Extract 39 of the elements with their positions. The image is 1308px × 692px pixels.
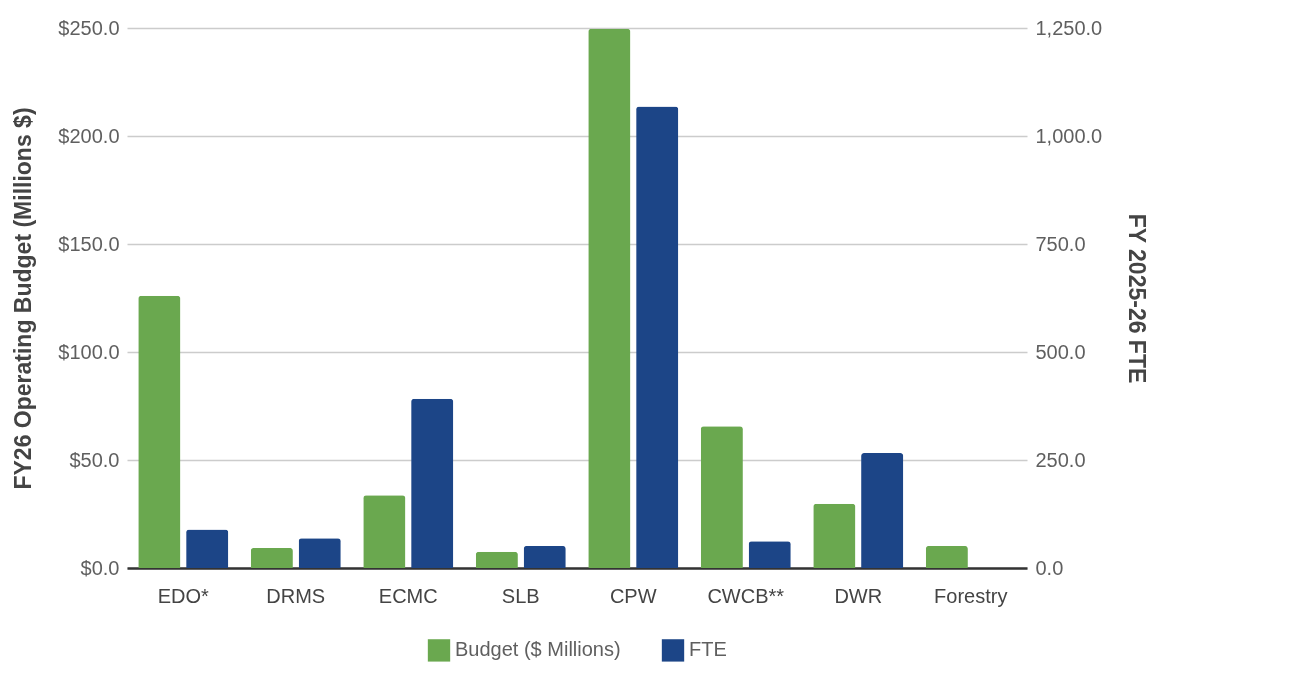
y2-tick-label: 1,000.0 xyxy=(1035,124,1103,147)
x-tick-label: CPW xyxy=(609,584,657,607)
bar xyxy=(861,453,904,568)
bar xyxy=(748,541,791,568)
bar xyxy=(813,503,856,568)
legend-label: Budget ($ Millions) xyxy=(455,638,621,661)
y2-tick-label: 500.0 xyxy=(1035,340,1086,363)
bar xyxy=(250,547,293,568)
y2-axis-title: FY 2025-26 FTE xyxy=(1124,213,1151,384)
bar xyxy=(186,529,229,568)
bar xyxy=(475,551,518,568)
y2-tick-label: 1,250.0 xyxy=(1035,16,1103,39)
y-tick-label: $150.0 xyxy=(58,232,120,255)
x-tick-label: DWR xyxy=(834,584,883,607)
bar xyxy=(138,295,181,568)
x-tick-label: ECMC xyxy=(378,584,438,607)
y2-tick-label: 0.0 xyxy=(1035,556,1064,579)
y-tick-label: $250.0 xyxy=(58,16,120,39)
bar xyxy=(298,538,341,568)
y-tick-label: $0.0 xyxy=(80,556,120,579)
x-tick-label: SLB xyxy=(501,584,540,607)
bar xyxy=(523,545,566,568)
bar xyxy=(363,495,406,568)
y-axis-title: FY26 Operating Budget (Millions $) xyxy=(10,107,37,490)
y-tick-label: $50.0 xyxy=(69,448,120,471)
x-tick-label: EDO* xyxy=(157,584,210,607)
bar xyxy=(636,106,679,568)
bar xyxy=(700,426,743,568)
y-tick-label: $200.0 xyxy=(58,124,120,147)
y2-tick-label: 250.0 xyxy=(1035,448,1086,471)
bar xyxy=(411,398,454,568)
x-tick-label: DRMS xyxy=(266,584,326,607)
bar xyxy=(588,28,631,568)
y2-tick-label: 750.0 xyxy=(1035,232,1086,255)
y-tick-label: $100.0 xyxy=(58,340,120,363)
legend-label: FTE xyxy=(689,638,727,661)
bar xyxy=(925,545,968,568)
x-tick-label: CWCB** xyxy=(707,584,785,607)
x-tick-label: Forestry xyxy=(934,584,1008,607)
